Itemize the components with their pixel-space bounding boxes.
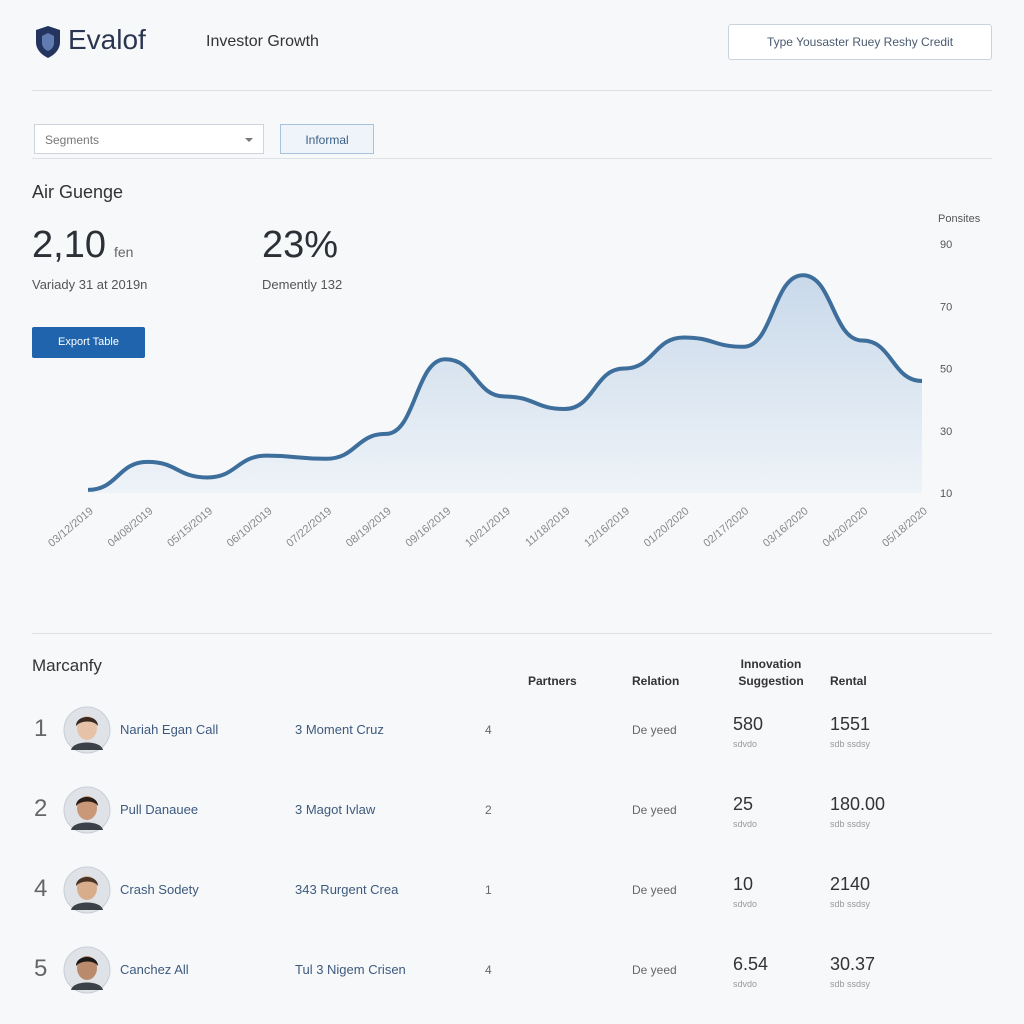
innovation-value: 10 bbox=[733, 874, 754, 894]
avatar-body bbox=[71, 982, 103, 990]
x-tick-label: 12/16/2019 bbox=[582, 505, 632, 550]
line bbox=[87, 273, 923, 492]
rental-note: sdb ssdsy bbox=[830, 979, 871, 989]
row-rank: 2 bbox=[34, 795, 48, 822]
y-tick-label: 90 bbox=[940, 239, 952, 251]
filter-button[interactable]: Informal bbox=[280, 124, 374, 154]
row-count: 4 bbox=[485, 723, 492, 737]
avatar bbox=[63, 786, 111, 834]
innovation-note: sdvdo bbox=[733, 979, 758, 989]
x-tick-label: 11/18/2019 bbox=[523, 505, 572, 549]
y-tick-label: 30 bbox=[940, 426, 952, 438]
divider bbox=[32, 158, 992, 159]
y-tick-label: 70 bbox=[940, 301, 952, 313]
avatar bbox=[63, 946, 111, 994]
row-rank: 1 bbox=[34, 715, 48, 742]
avatar-body bbox=[71, 742, 103, 750]
export-button[interactable]: Export Table bbox=[32, 327, 145, 358]
metric-caption: Demently 132 bbox=[262, 277, 343, 292]
row-count: 4 bbox=[485, 963, 492, 977]
rental-note: sdb ssdsy bbox=[830, 819, 871, 829]
row-count: 2 bbox=[485, 803, 492, 817]
x-tick-label: 10/21/2019 bbox=[463, 505, 513, 550]
partner-name[interactable]: Crash Sodety bbox=[120, 882, 199, 897]
metric-number: 2,10 bbox=[32, 224, 106, 266]
metric-value: 23% bbox=[262, 224, 339, 266]
page-title: Investor Growth bbox=[206, 33, 319, 50]
x-tick-label: 06/10/2019 bbox=[225, 505, 275, 550]
x-tick-label: 08/19/2019 bbox=[344, 505, 394, 550]
y-axis-title: Ponsites bbox=[938, 213, 981, 225]
avatar-body bbox=[71, 822, 103, 830]
row-rank: 4 bbox=[34, 875, 48, 902]
column-header: Rental bbox=[830, 674, 867, 688]
area bbox=[88, 275, 922, 493]
rental-value: 1551 bbox=[830, 714, 871, 734]
row-rank: 5 bbox=[34, 955, 48, 982]
relation: De yeed bbox=[632, 963, 677, 977]
x-tick-label: 05/15/2019 bbox=[165, 505, 215, 550]
rental-value: 180.00 bbox=[830, 794, 886, 814]
innovation-value: 6.54 bbox=[733, 954, 769, 974]
fund-name: Tul 3 Nigem Crisen bbox=[295, 962, 406, 977]
logo-icon bbox=[36, 26, 60, 58]
x-tick-label: 03/16/2020 bbox=[761, 505, 811, 550]
segment-select[interactable]: Segments bbox=[34, 124, 264, 154]
logo: Evalof bbox=[68, 24, 146, 55]
partner-name[interactable]: Canchez All bbox=[120, 962, 189, 977]
innovation-note: sdvdo bbox=[733, 819, 758, 829]
avatar bbox=[63, 706, 111, 754]
rental-note: sdb ssdsy bbox=[830, 739, 871, 749]
fund-name: 3 Moment Cruz bbox=[295, 722, 384, 737]
x-tick-label: 09/16/2019 bbox=[403, 505, 453, 550]
innovation-note: sdvdo bbox=[733, 899, 758, 909]
x-tick-label: 02/17/2020 bbox=[701, 505, 751, 550]
avatar-hair bbox=[76, 957, 98, 966]
metric-caption: Variady 31 at 2019n bbox=[32, 277, 148, 292]
fund-name: 343 Rurgent Crea bbox=[295, 882, 399, 897]
rental-value: 30.37 bbox=[830, 954, 876, 974]
innovation-value: 25 bbox=[733, 794, 754, 814]
relation: De yeed bbox=[632, 803, 677, 817]
divider bbox=[32, 633, 992, 634]
row-count: 1 bbox=[485, 883, 492, 897]
x-tick-label: 07/22/2019 bbox=[284, 505, 334, 550]
x-tick-label: 04/08/2019 bbox=[106, 505, 156, 550]
column-header: Partners bbox=[528, 674, 577, 688]
x-tick-label: 03/12/2019 bbox=[46, 505, 96, 550]
table-title: Marcanfy bbox=[32, 656, 102, 675]
relation: De yeed bbox=[632, 723, 677, 737]
partner-name[interactable]: Pull Danauee bbox=[120, 802, 199, 817]
avatar-body bbox=[71, 902, 103, 910]
metric-unit: fen bbox=[113, 244, 134, 260]
header-button[interactable]: Type Yousaster Ruey Reshy Credit bbox=[728, 24, 992, 60]
rental-value: 2140 bbox=[830, 874, 871, 894]
x-tick-label: 01/20/2020 bbox=[642, 505, 692, 550]
x-tick-label: 05/18/2020 bbox=[880, 505, 930, 550]
partner-name[interactable]: Nariah Egan Call bbox=[120, 722, 219, 737]
fund-name: 3 Magot Ivlaw bbox=[295, 802, 376, 817]
section-title: Air Guenge bbox=[32, 182, 124, 202]
divider bbox=[32, 90, 992, 91]
rental-note: sdb ssdsy bbox=[830, 899, 871, 909]
avatar bbox=[63, 866, 111, 914]
y-tick-label: 50 bbox=[940, 364, 952, 376]
innovation-value: 580 bbox=[733, 714, 764, 734]
y-tick-label: 10 bbox=[940, 488, 952, 500]
avatar-hair bbox=[76, 877, 98, 886]
avatar-hair bbox=[76, 717, 98, 726]
innovation-note: sdvdo bbox=[733, 739, 758, 749]
relation: De yeed bbox=[632, 883, 677, 897]
x-tick-label: 04/20/2020 bbox=[820, 505, 870, 550]
metric-value: 2,10 fen bbox=[32, 224, 133, 267]
column-header: Relation bbox=[632, 674, 680, 688]
column-header: Innovation Suggestion bbox=[738, 657, 804, 688]
avatar-hair bbox=[76, 797, 98, 806]
